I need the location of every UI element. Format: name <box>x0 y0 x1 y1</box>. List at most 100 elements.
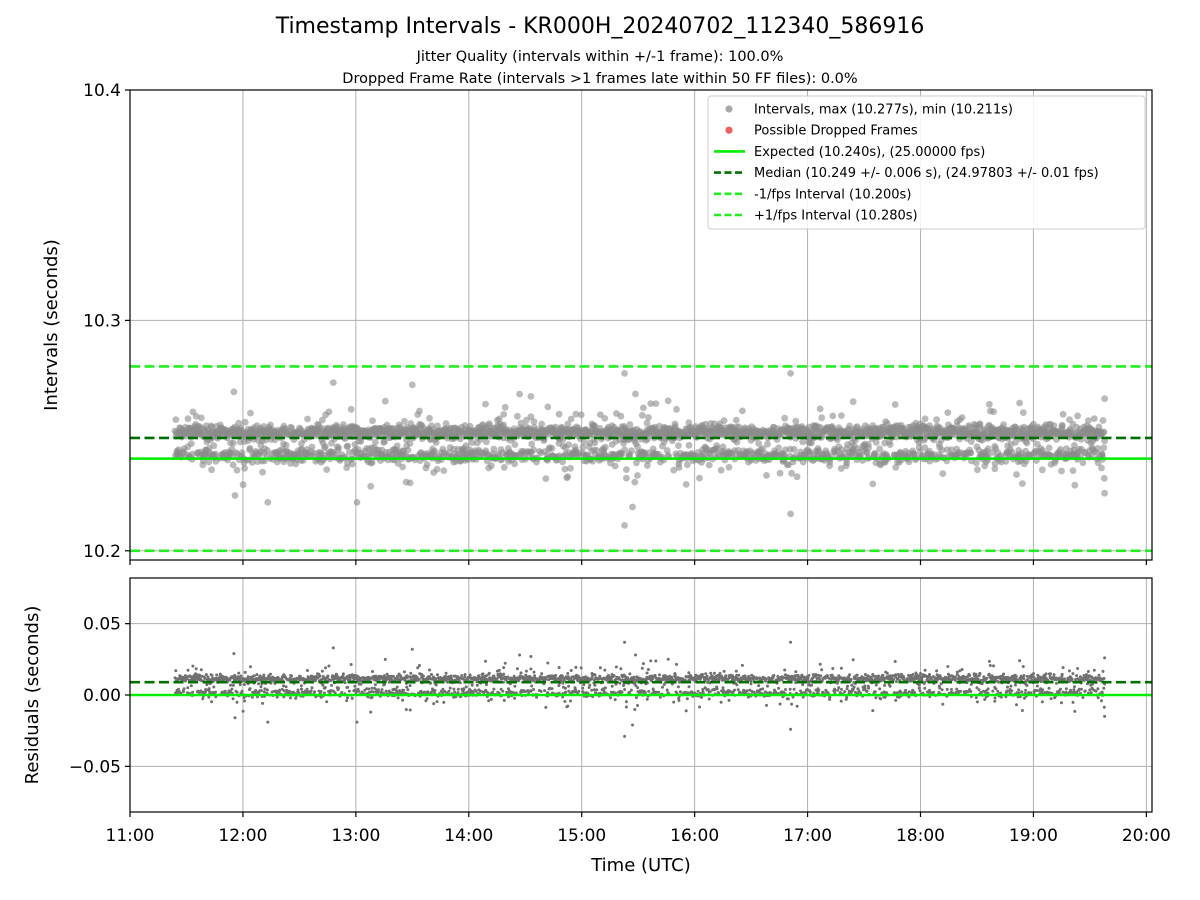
interval-point <box>406 479 414 487</box>
residual-point <box>801 695 805 699</box>
residual-point <box>199 668 203 672</box>
residual-point <box>577 689 581 693</box>
residual-point <box>686 691 690 695</box>
residual-point <box>653 673 657 677</box>
residual-point <box>499 687 503 691</box>
interval-point <box>997 452 1005 459</box>
residual-point <box>409 678 413 682</box>
residual-point <box>214 690 217 694</box>
residual-point <box>432 702 436 706</box>
residual-point <box>735 683 739 687</box>
residual-point <box>401 698 405 702</box>
residual-point <box>204 673 208 677</box>
residual-point <box>368 677 372 681</box>
interval-point <box>1085 417 1092 424</box>
interval-point <box>335 444 342 452</box>
residual-point <box>546 661 550 665</box>
residual-point <box>619 667 623 671</box>
residual-point <box>275 695 279 699</box>
residual-point <box>487 671 491 675</box>
residual-point <box>491 690 494 694</box>
interval-point <box>264 447 271 454</box>
residual-point <box>280 687 284 691</box>
residual-point <box>722 690 726 694</box>
residual-point <box>593 683 597 687</box>
residual-point <box>738 691 742 695</box>
residual-point <box>796 673 800 677</box>
interval-point <box>799 438 807 446</box>
residual-point <box>323 686 327 689</box>
residual-point <box>424 699 428 703</box>
interval-point <box>886 441 894 448</box>
residual-point <box>337 686 341 690</box>
interval-point <box>1099 417 1107 424</box>
residual-point <box>347 689 351 693</box>
interval-point <box>621 370 628 377</box>
residual-point <box>367 687 371 691</box>
interval-point <box>818 414 826 422</box>
interval-point <box>527 413 535 421</box>
residual-point <box>408 708 412 712</box>
residual-point <box>661 685 664 689</box>
residual-point <box>238 683 242 687</box>
residual-point <box>259 689 263 693</box>
residual-point <box>734 669 738 673</box>
interval-point <box>705 461 713 469</box>
interval-point <box>1101 489 1108 497</box>
interval-point <box>652 400 660 407</box>
residual-point <box>736 688 740 692</box>
residual-point <box>780 678 784 682</box>
residual-point <box>722 669 726 673</box>
residual-point <box>790 702 794 706</box>
residual-point <box>704 672 708 676</box>
interval-point <box>347 405 355 413</box>
residual-point <box>672 700 676 704</box>
interval-point <box>675 442 682 449</box>
interval-point <box>837 465 845 472</box>
interval-point <box>321 443 329 450</box>
residual-point <box>786 697 790 701</box>
residual-point <box>461 677 465 681</box>
residual-point <box>371 670 374 673</box>
interval-point <box>643 419 651 427</box>
interval-point <box>192 412 200 420</box>
residual-point <box>712 671 716 675</box>
residual-point <box>257 682 261 686</box>
residual-point <box>210 673 214 677</box>
residual-point <box>345 699 349 703</box>
interval-point <box>948 446 955 454</box>
residual-point <box>207 695 211 699</box>
interval-point <box>617 412 625 420</box>
interval-point <box>500 411 508 418</box>
residual-point <box>687 671 691 675</box>
residual-point <box>489 697 493 701</box>
residual-point <box>384 689 388 693</box>
residual-point <box>783 668 787 672</box>
residual-point <box>474 689 478 693</box>
residual-point <box>707 697 711 701</box>
interval-point <box>577 411 585 419</box>
residual-point <box>566 672 570 675</box>
residual-point <box>658 673 661 677</box>
interval-point <box>517 419 525 427</box>
interval-point <box>717 466 725 474</box>
interval-point <box>725 463 733 471</box>
residual-point <box>416 666 420 670</box>
interval-point <box>683 461 691 469</box>
interval-point <box>816 405 824 413</box>
residual-point <box>764 677 768 681</box>
residual-point <box>210 700 214 704</box>
residual-point <box>740 663 744 667</box>
residual-point <box>452 687 456 691</box>
interval-point <box>329 379 337 386</box>
residual-point <box>468 673 472 677</box>
interval-point <box>495 415 503 423</box>
residual-point <box>612 674 616 678</box>
residual-point <box>233 673 237 677</box>
interval-point <box>567 464 574 472</box>
residual-point <box>633 680 637 684</box>
interval-point <box>921 444 929 452</box>
interval-point <box>555 410 563 418</box>
interval-point <box>393 442 401 450</box>
residual-point <box>255 673 259 677</box>
